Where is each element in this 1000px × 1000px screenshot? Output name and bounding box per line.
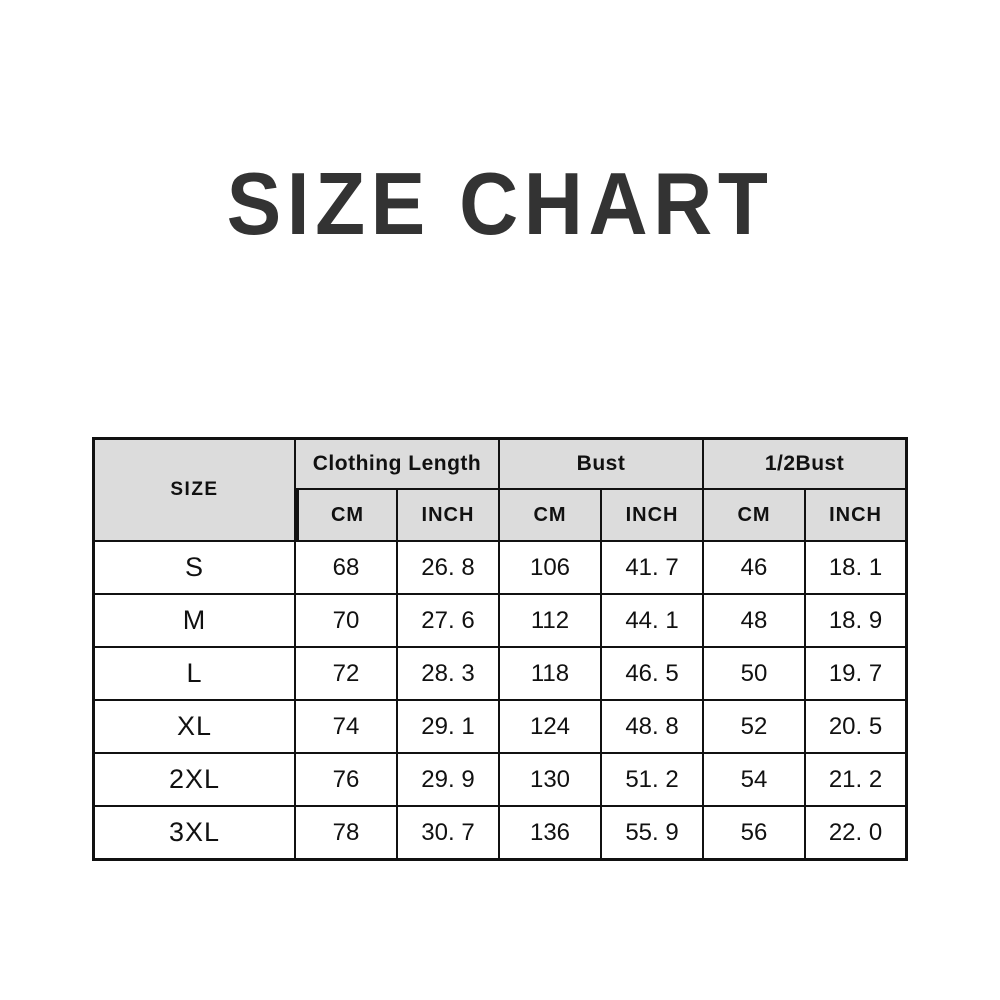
row-size-label: XL [92,701,296,754]
cell-length-cm: 68 [296,542,398,595]
column-group-header-clothing-length: Clothing Length [296,437,500,490]
cell-length-inch: 29. 9 [398,754,500,807]
size-chart-table: SIZE Clothing Length Bust 1/2Bust CM INC… [92,437,909,861]
cell-bust-inch: 41. 7 [602,542,705,595]
cell-length-inch: 28. 3 [398,648,500,701]
column-header-length-cm: CM [296,490,398,542]
cell-bust-inch: 48. 8 [602,701,705,754]
cell-halfbust-cm: 50 [704,648,807,701]
cell-bust-inch: 44. 1 [602,595,705,648]
cell-length-inch: 27. 6 [398,595,500,648]
cell-length-inch: 30. 7 [398,807,500,861]
cell-halfbust-cm: 54 [704,754,807,807]
cell-halfbust-cm: 56 [704,807,807,861]
column-header-length-inch: INCH [398,490,500,542]
cell-halfbust-inch: 18. 9 [806,595,909,648]
cell-length-cm: 76 [296,754,398,807]
column-header-halfbust-cm: CM [704,490,807,542]
cell-halfbust-inch: 21. 2 [806,754,909,807]
page-title: SIZE CHART [226,154,774,253]
cell-halfbust-inch: 22. 0 [806,807,909,861]
column-header-bust-cm: CM [500,490,602,542]
cell-bust-cm: 124 [500,701,602,754]
cell-length-inch: 29. 1 [398,701,500,754]
column-group-header-half-bust: 1/2Bust [704,437,909,490]
cell-bust-cm: 130 [500,754,602,807]
cell-halfbust-inch: 19. 7 [806,648,909,701]
cell-bust-cm: 106 [500,542,602,595]
cell-length-cm: 72 [296,648,398,701]
table-header-unit-row: CM INCH CM INCH CM INCH [92,490,909,542]
column-header-size: SIZE [92,437,296,542]
cell-bust-inch: 51. 2 [602,754,705,807]
cell-halfbust-inch: 18. 1 [806,542,909,595]
column-header-bust-inch: INCH [602,490,705,542]
column-group-header-bust: Bust [500,437,705,490]
cell-length-inch: 26. 8 [398,542,500,595]
cell-length-cm: 74 [296,701,398,754]
row-size-label: M [92,595,296,648]
size-chart-table-container: SIZE Clothing Length Bust 1/2Bust CM INC… [92,437,909,861]
cell-halfbust-cm: 46 [704,542,807,595]
cell-bust-cm: 112 [500,595,602,648]
table-row: 2XL 76 29. 9 130 51. 2 54 21. 2 [92,754,909,807]
table-header-group-row: SIZE Clothing Length Bust 1/2Bust [92,437,909,542]
row-size-label: S [92,542,296,595]
cell-halfbust-inch: 20. 5 [806,701,909,754]
cell-bust-inch: 46. 5 [602,648,705,701]
table-row: L 72 28. 3 118 46. 5 50 19. 7 [92,648,909,701]
table-row: 3XL 78 30. 7 136 55. 9 56 22. 0 [92,807,909,861]
table-row: S 68 26. 8 106 41. 7 46 18. 1 [92,542,909,595]
cell-bust-cm: 118 [500,648,602,701]
row-size-label: L [92,648,296,701]
row-size-label: 2XL [92,754,296,807]
cell-length-cm: 70 [296,595,398,648]
cell-length-cm: 78 [296,807,398,861]
cell-bust-cm: 136 [500,807,602,861]
row-size-label: 3XL [92,807,296,861]
table-row: M 70 27. 6 112 44. 1 48 18. 9 [92,595,909,648]
column-header-halfbust-inch: INCH [806,490,909,542]
cell-bust-inch: 55. 9 [602,807,705,861]
table-row: XL 74 29. 1 124 48. 8 52 20. 5 [92,701,909,754]
cell-halfbust-cm: 48 [704,595,807,648]
cell-halfbust-cm: 52 [704,701,807,754]
